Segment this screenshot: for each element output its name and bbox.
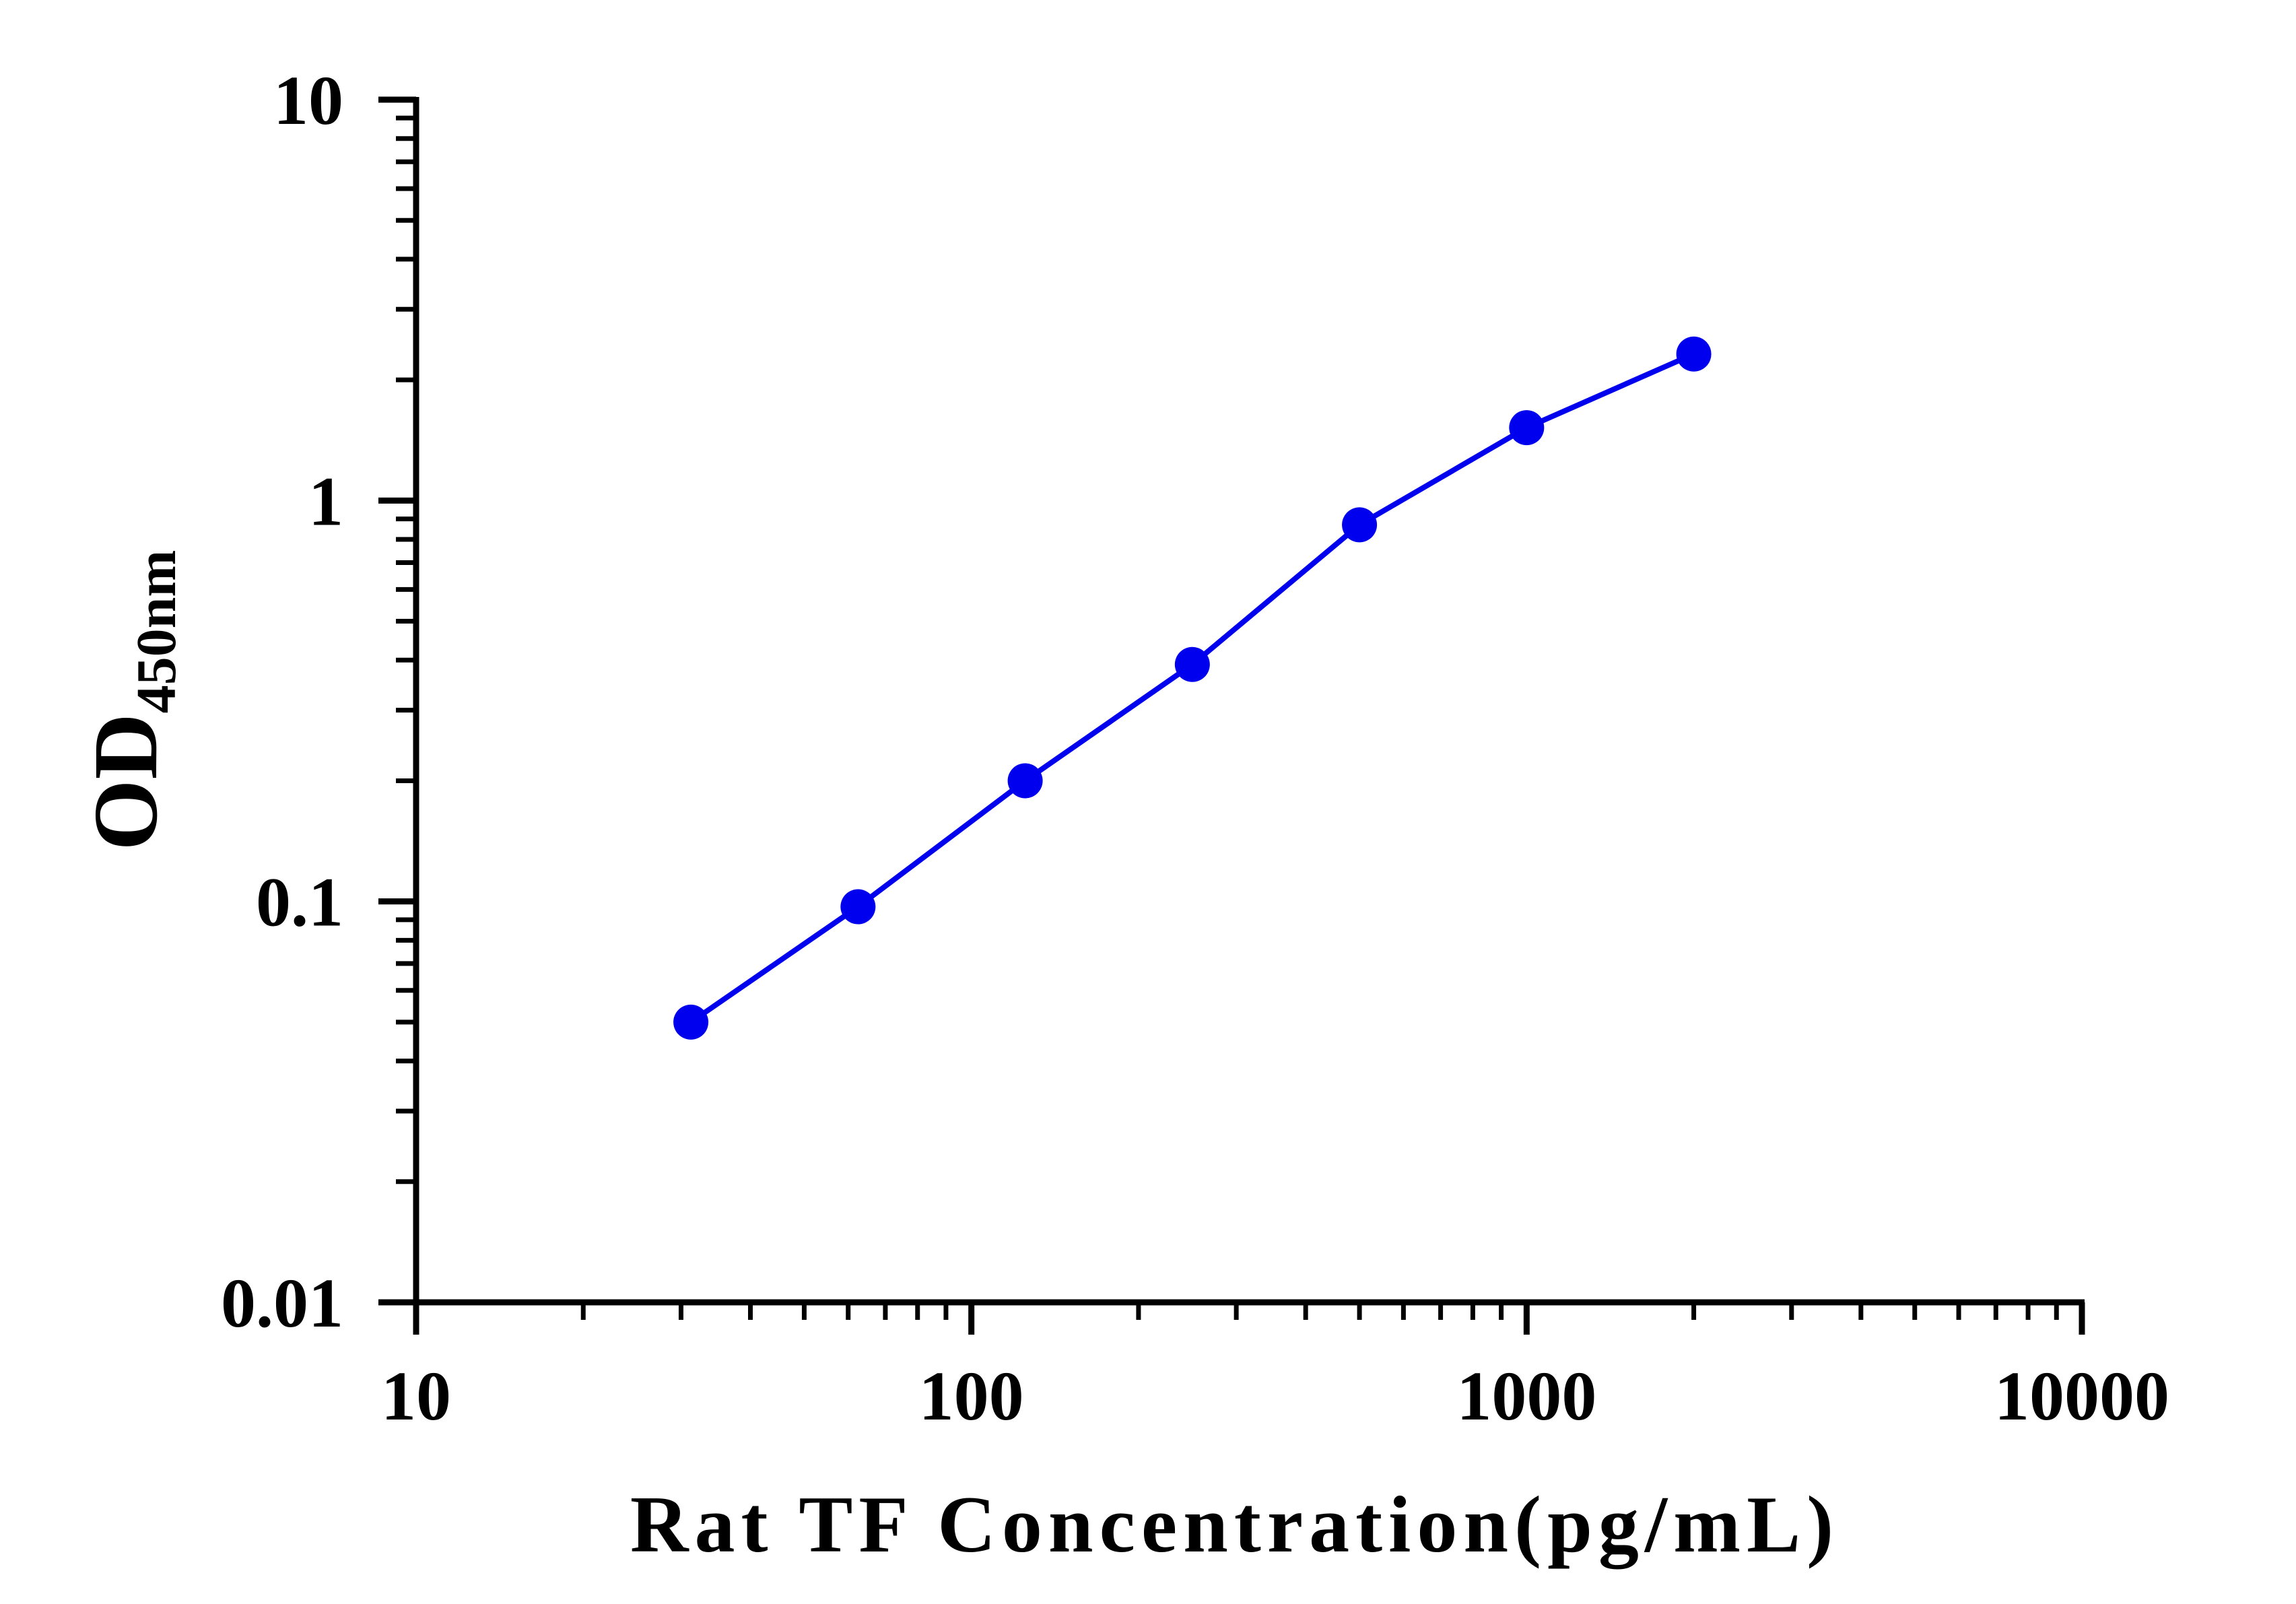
data-point <box>673 1004 709 1040</box>
data-point <box>1509 410 1545 446</box>
y-axis-label: OD450nm <box>75 550 188 851</box>
data-point <box>1007 763 1043 799</box>
y-tick-label: 1 <box>308 463 343 540</box>
x-tick-label: 10 <box>381 1358 451 1435</box>
x-tick-label: 100 <box>919 1358 1024 1435</box>
y-tick-labels: 0.01 0.1 1 10 <box>221 62 343 1342</box>
x-axis-label: Rat TF Concentration(pg/mL) <box>630 1479 1839 1570</box>
data-point <box>1174 646 1210 682</box>
data-point <box>840 889 876 925</box>
y-tick-label: 10 <box>273 62 343 139</box>
x-tick-labels: 10 100 1000 10000 <box>381 1358 2169 1435</box>
y-tick-label: 0.01 <box>221 1265 343 1342</box>
tick-marks <box>378 96 2085 1335</box>
data-point <box>1676 336 1712 372</box>
x-tick-label: 1000 <box>1456 1358 1596 1435</box>
y-tick-label: 0.1 <box>256 864 343 941</box>
series-line <box>689 352 1695 1025</box>
series-layer <box>673 336 1712 1040</box>
y-axis-label-sub: 450nm <box>125 550 188 714</box>
x-tick-label: 10000 <box>1994 1358 2169 1435</box>
data-point <box>1342 507 1378 543</box>
y-axis-label-main: OD <box>75 713 176 850</box>
